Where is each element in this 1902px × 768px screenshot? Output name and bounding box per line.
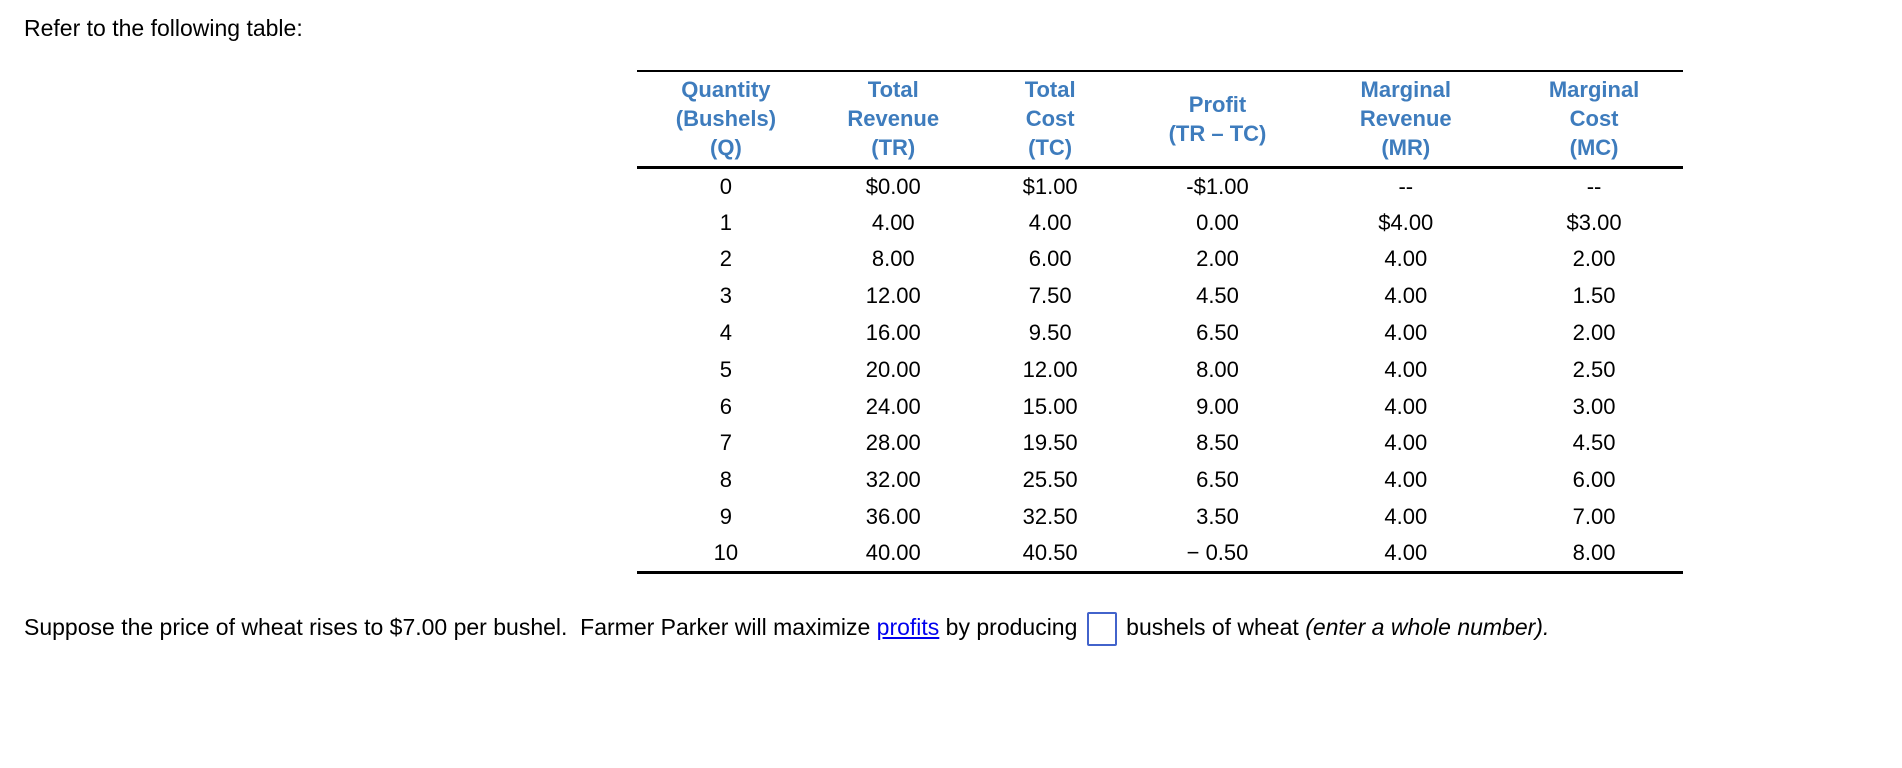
table-cell: $4.00 [1378, 209, 1434, 235]
table-cell: 4.00 [1384, 467, 1428, 493]
table-cell: -- [1398, 173, 1414, 199]
answer-input[interactable] [1086, 611, 1117, 646]
table-cell: 4.00 [1384, 430, 1428, 456]
col-header-marginal-revenue: Marginal Revenue (MR) [1306, 71, 1506, 169]
table-cell: 8.00 [1196, 356, 1239, 382]
table-cell: 3 [719, 283, 733, 309]
table-cell: 8.50 [1196, 430, 1239, 456]
question-part3: bushels of wheat [1126, 614, 1306, 640]
table-cell: 5 [719, 356, 733, 382]
table-cell: 9.50 [1028, 320, 1072, 346]
table-cell: 2.00 [1572, 320, 1616, 346]
intro-text: Refer to the following table: [24, 15, 303, 41]
table-cell: 9.00 [1196, 393, 1239, 419]
table-cell: 2.00 [1572, 246, 1616, 272]
table-cell: 4.50 [1196, 283, 1239, 309]
table-cell: 3.00 [1572, 393, 1616, 419]
table-row: 1 4.00 4.00 0.00 $4.00 $3.00 [637, 204, 1683, 241]
table-cell: 1.50 [1572, 283, 1616, 309]
table-cell: 4.00 [1384, 504, 1428, 530]
table-cell: 24.00 [865, 393, 921, 419]
table-row: 8 32.00 25.50 6.50 4.00 6.00 [637, 462, 1683, 499]
table-row: 2 8.00 6.00 2.00 4.00 2.00 [637, 241, 1683, 278]
table-cell: 4.00 [1384, 320, 1428, 346]
table-cell: 1 [719, 209, 733, 235]
table-cell: -$1.00 [1186, 173, 1249, 199]
table-cell: − 0.50 [1186, 540, 1249, 566]
table-cell: 0 [719, 173, 733, 199]
question-note-italic: (enter a whole number). [1305, 614, 1550, 640]
table-cell: 32.50 [1022, 504, 1078, 530]
table-cell: 7.50 [1028, 283, 1072, 309]
col-header-profit: Profit (TR – TC) [1128, 71, 1307, 169]
table-row: 4 16.00 9.50 6.50 4.00 2.00 [637, 315, 1683, 352]
table-cell: 4.00 [1384, 246, 1428, 272]
col-header-total-revenue: Total Revenue (TR) [814, 71, 972, 169]
table-cell: 8 [719, 467, 733, 493]
header-row: Quantity (Bushels) (Q) Total Revenue (TR… [637, 71, 1683, 169]
table-cell: 20.00 [865, 356, 921, 382]
table-cell: 4.50 [1572, 430, 1616, 456]
table-row: 6 24.00 15.00 9.00 4.00 3.00 [637, 388, 1683, 425]
table-cell: 9 [719, 504, 733, 530]
table-cell: 25.50 [1022, 467, 1078, 493]
table-cell: 12.00 [865, 283, 921, 309]
table-row: 3 12.00 7.50 4.50 4.00 1.50 [637, 278, 1683, 315]
question-text: Suppose the price of wheat rises to $7.0… [24, 611, 1549, 646]
table-cell: 8.00 [871, 246, 915, 272]
table-cell: 7 [719, 430, 733, 456]
question-part2: by producing [939, 614, 1078, 640]
table-cell: 10 [713, 540, 739, 566]
table-cell: 2 [719, 246, 733, 272]
table-header: Quantity (Bushels) (Q) Total Revenue (TR… [637, 71, 1683, 169]
col-header-marginal-cost: Marginal Cost (MC) [1505, 71, 1683, 169]
table-cell: 16.00 [865, 320, 921, 346]
table-cell: $0.00 [865, 173, 921, 199]
table-cell: 3.50 [1196, 504, 1239, 530]
profits-link[interactable]: profits [876, 614, 940, 640]
table-cell: 4.00 [1028, 209, 1072, 235]
table-cell: 32.00 [865, 467, 921, 493]
table-cell: 4 [719, 320, 733, 346]
table-cell: 2.00 [1196, 246, 1239, 272]
table-cell: 7.00 [1572, 504, 1616, 530]
table-row: 9 36.00 32.50 3.50 4.00 7.00 [637, 499, 1683, 536]
table-cell: 4.00 [1384, 540, 1428, 566]
table-cell: 4.00 [1384, 393, 1428, 419]
table-cell: $3.00 [1566, 209, 1622, 235]
table-cell: 19.50 [1022, 430, 1078, 456]
table-cell: 40.50 [1022, 540, 1078, 566]
table-cell: 12.00 [1022, 356, 1078, 382]
table-cell: 36.00 [865, 504, 921, 530]
table-cell: 6 [719, 393, 733, 419]
table-cell: 4.00 [1384, 283, 1428, 309]
table-cell: 28.00 [865, 430, 921, 456]
table-cell: $1.00 [1022, 173, 1078, 199]
table-row: 7 28.00 19.50 8.50 4.00 4.50 [637, 425, 1683, 462]
table-cell: 4.00 [1384, 356, 1428, 382]
table-cell: 4.00 [871, 209, 915, 235]
table-cell: 6.50 [1196, 467, 1239, 493]
table-cell: 40.00 [865, 540, 921, 566]
table-cell: 0.00 [1196, 209, 1239, 235]
table-cell: -- [1586, 173, 1602, 199]
col-header-quantity: Quantity (Bushels) (Q) [637, 71, 815, 169]
col-header-total-cost: Total Cost (TC) [971, 71, 1129, 169]
table-cell: 6.50 [1196, 320, 1239, 346]
table-cell: 15.00 [1022, 393, 1078, 419]
table-cell: 6.00 [1572, 467, 1616, 493]
table-row: 10 40.00 40.50 − 0.50 4.00 8.00 [637, 535, 1683, 572]
question-part1: Suppose the price of wheat rises to $7.0… [24, 614, 877, 640]
table-cell: 8.00 [1572, 540, 1616, 566]
cost-revenue-table: Quantity (Bushels) (Q) Total Revenue (TR… [637, 70, 1683, 574]
table-row: 5 20.00 12.00 8.00 4.00 2.50 [637, 351, 1683, 388]
table-body: 0 $0.00 $1.00 -$1.00 -- -- 1 4.00 4.00 0.00 $4.00 $… [637, 168, 1683, 573]
table-row: 0 $0.00 $1.00 -$1.00 -- -- [637, 168, 1683, 205]
table-cell: 2.50 [1572, 356, 1616, 382]
table-cell: 6.00 [1028, 246, 1072, 272]
